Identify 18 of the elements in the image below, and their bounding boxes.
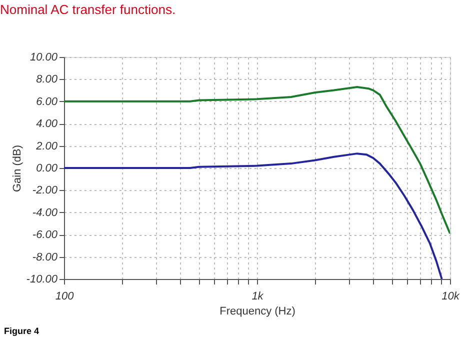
y-axis-title: Gain (dB) bbox=[11, 144, 24, 192]
y-tick-label: 0.00 bbox=[36, 162, 58, 174]
y-tick-label: 4.00 bbox=[36, 118, 58, 130]
x-tick-label: 10k bbox=[442, 290, 460, 302]
y-tick-label: -6.00 bbox=[32, 229, 58, 242]
x-axis-title: Frequency (Hz) bbox=[220, 306, 296, 318]
chart-title: Nominal AC transfer functions. bbox=[0, 2, 176, 17]
y-tick-label: 6.00 bbox=[36, 96, 58, 108]
y-tick-label: -8.00 bbox=[32, 251, 58, 264]
y-tick-label: 2.00 bbox=[35, 140, 58, 152]
y-tick-label: 10.00 bbox=[30, 52, 58, 64]
y-tick-label: -4.00 bbox=[32, 206, 58, 219]
y-tick-label: -10.00 bbox=[26, 274, 58, 286]
x-tick-label: 1k bbox=[252, 290, 264, 302]
x-tick-label: 100 bbox=[55, 290, 75, 302]
caption: Figure 4 bbox=[4, 326, 40, 336]
y-tick-label: -2.00 bbox=[32, 184, 58, 197]
y-tick-label: 8.00 bbox=[36, 74, 58, 86]
